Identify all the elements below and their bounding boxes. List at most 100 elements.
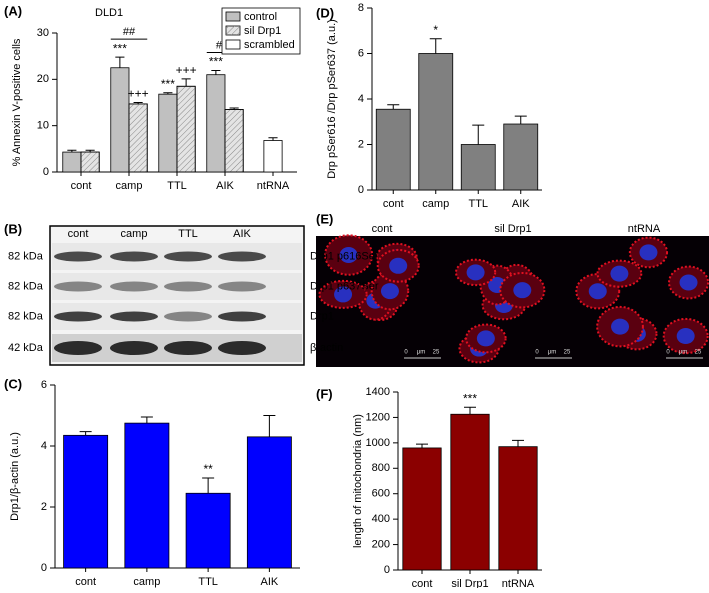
error-bar: [512, 439, 524, 447]
blot-band: [218, 251, 266, 262]
nucleus: [513, 282, 532, 299]
scale-label: μm: [679, 350, 687, 356]
micrograph-label: sil Drp1: [494, 223, 531, 235]
scale-label: 0: [404, 350, 408, 356]
panel-label: (B): [4, 221, 22, 236]
bracket-label: ##: [123, 26, 136, 38]
y-axis-label: length of mitochondria (nm): [352, 414, 364, 548]
y-tick-label: 20: [37, 73, 49, 85]
nucleus: [639, 244, 658, 261]
blot-size: 82 kDa: [8, 250, 44, 262]
bar-hatch: [80, 151, 100, 173]
y-axis-label: Drp1/β-actin (a.u.): [9, 432, 21, 521]
y-tick-label: 6: [41, 379, 47, 391]
blot-protein: β-actin: [310, 342, 343, 354]
significance: ***: [463, 391, 477, 405]
x-tick-label: cont: [383, 198, 404, 210]
bar: [110, 67, 130, 173]
bar: [402, 447, 442, 571]
error-bar: [268, 137, 278, 141]
blot-band: [110, 251, 158, 262]
error-bar: [416, 443, 428, 448]
bar: [418, 53, 454, 191]
bar-hatch: [176, 85, 196, 173]
bar: [158, 93, 178, 173]
bar: [450, 413, 490, 571]
blot-band: [54, 341, 102, 355]
x-tick-label: TTL: [468, 198, 488, 210]
significance: ***: [209, 55, 223, 69]
significance: *: [433, 23, 438, 37]
x-tick-label: cont: [75, 576, 96, 588]
error-bar: [211, 70, 221, 75]
blot-band: [54, 311, 102, 322]
nucleus: [389, 257, 408, 274]
blot-band: [218, 311, 266, 322]
significance: ***: [113, 41, 127, 55]
significance: +++: [176, 63, 197, 77]
nucleus: [611, 318, 630, 335]
bar: [206, 74, 226, 173]
x-tick-label: cont: [412, 578, 433, 588]
x-tick-label: cont: [71, 180, 92, 192]
x-tick-label: ntRNA: [502, 578, 535, 588]
y-tick-label: 1200: [366, 411, 390, 423]
western-blot: [49, 225, 305, 366]
blot-band: [218, 341, 266, 355]
error-bar: [514, 115, 527, 125]
error-bar: [85, 149, 95, 153]
error-bar: [229, 107, 239, 110]
panel-label: (E): [316, 211, 333, 226]
y-tick-label: 10: [37, 120, 49, 132]
legend-label: sil Drp1: [244, 25, 281, 37]
legend-hatch: [226, 26, 240, 35]
x-tick-label: AIK: [261, 576, 279, 588]
error-bar: [115, 56, 125, 68]
y-tick-label: 6: [358, 47, 364, 59]
y-tick-label: 800: [372, 462, 390, 474]
x-tick-label: TTL: [167, 180, 187, 192]
error-bar: [67, 149, 77, 153]
x-tick-label: sil Drp1: [451, 578, 488, 588]
legend-label: scrambled: [244, 39, 295, 51]
bar: [62, 151, 82, 173]
blot-size: 82 kDa: [8, 310, 44, 322]
blot-size: 82 kDa: [8, 280, 44, 292]
scale-label: μm: [417, 350, 425, 356]
blot-band: [54, 251, 102, 262]
bar: [503, 123, 539, 191]
error-bar: [263, 415, 276, 437]
error-bar: [202, 477, 215, 494]
chart-title: DLD1: [95, 7, 123, 19]
x-tick-label: camp: [422, 198, 449, 210]
scale-label: μm: [548, 350, 556, 356]
y-tick-label: 600: [372, 488, 390, 500]
blot-protein: Drp1 p616Ser: [310, 250, 379, 262]
blot-band: [110, 311, 158, 322]
bar: [124, 422, 170, 569]
error-bar: [163, 92, 173, 95]
x-tick-label: camp: [133, 576, 160, 588]
y-tick-label: 2: [41, 501, 47, 513]
blot-band: [164, 341, 212, 355]
y-tick-label: 0: [43, 166, 49, 178]
y-tick-label: 1000: [366, 437, 390, 449]
nucleus: [339, 247, 358, 264]
scale-label: 25: [564, 350, 571, 356]
nucleus: [334, 286, 353, 303]
blot-protein: Drp1 p637Ser: [310, 280, 379, 292]
error-bar: [464, 406, 476, 415]
bar: [263, 140, 283, 173]
x-tick-label: ntRNA: [257, 180, 290, 192]
nucleus: [676, 328, 695, 345]
scale-label: 0: [666, 350, 670, 356]
y-tick-label: 2: [358, 138, 364, 150]
panel-label: (A): [4, 3, 22, 18]
y-tick-label: 4: [41, 440, 47, 452]
nucleus: [588, 283, 607, 300]
x-tick-label: AIK: [216, 180, 234, 192]
significance: +++: [128, 87, 149, 101]
legend-swatch: [225, 11, 241, 22]
blot-protein: Drp1: [310, 310, 334, 322]
significance: **: [203, 462, 213, 476]
